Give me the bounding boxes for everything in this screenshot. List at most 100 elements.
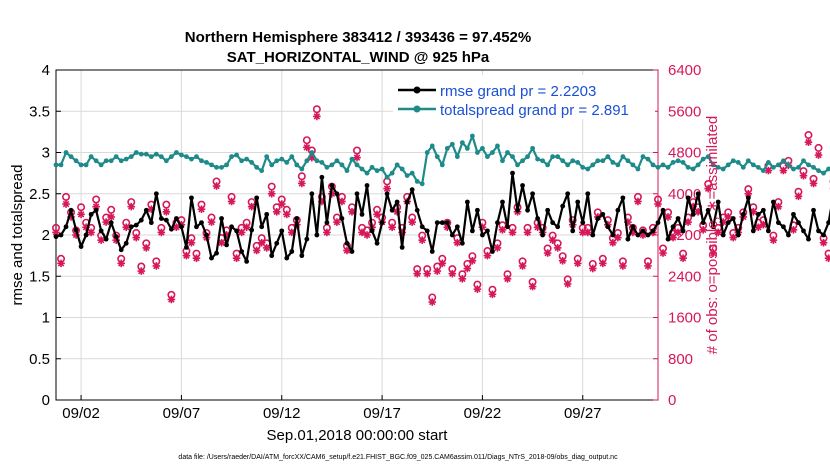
obs-assimilated-point <box>132 233 141 242</box>
obs-assimilated-stroke <box>474 285 481 293</box>
obs-assimilated-point <box>192 254 201 263</box>
rmse-point <box>68 207 74 213</box>
rmse-point <box>394 199 400 205</box>
obs-assimilated-stroke <box>770 236 777 244</box>
rmse-point <box>575 199 581 205</box>
rmse-point <box>550 220 556 226</box>
rmse-point <box>515 207 520 213</box>
totalspread-point <box>550 154 556 160</box>
obs-assimilated-point <box>363 231 371 239</box>
totalspread-point <box>730 158 736 164</box>
obs-assimilated-point <box>187 238 196 247</box>
rmse-point <box>454 224 460 230</box>
totalspread-point <box>133 150 139 155</box>
totalspread-point <box>214 164 219 170</box>
obs-assimilated-point <box>343 246 351 255</box>
totalspread-point <box>545 162 551 168</box>
rmse-point <box>565 191 571 197</box>
totalspread-point <box>665 164 671 170</box>
obs-assimilated-stroke <box>263 244 270 252</box>
totalspread-point <box>88 154 94 160</box>
obs-assimilated-point <box>794 192 803 201</box>
rmse-point <box>108 220 114 226</box>
rmse-point <box>700 220 706 226</box>
totalspread-point <box>680 160 686 165</box>
obs-assimilated-stroke <box>273 208 280 216</box>
obs-assimilated-point <box>814 151 823 159</box>
rmse-point <box>635 232 641 238</box>
rmse-point <box>655 220 661 226</box>
rmse-point <box>374 240 380 246</box>
y-axis-left-label: rmse and totalspread <box>9 165 26 306</box>
rmse-point <box>148 220 154 226</box>
obs-assimilated-stroke <box>428 298 436 306</box>
totalspread-point <box>745 158 751 164</box>
obs-assimilated-stroke <box>388 223 396 231</box>
totalspread-point <box>199 158 204 164</box>
totalspread-point <box>234 152 240 158</box>
rmse-point <box>475 207 480 213</box>
obs-assimilated-stroke <box>775 203 782 210</box>
obs-assimilated-point <box>493 244 502 252</box>
totalspread-point <box>148 154 154 160</box>
obs-assimilated-stroke <box>579 229 587 236</box>
totalspread-point <box>83 162 89 168</box>
obs-assimilated-stroke <box>117 260 125 267</box>
obs-assimilated-point <box>558 256 567 265</box>
rmse-point <box>665 236 671 242</box>
obs-assimilated-point <box>102 218 110 226</box>
obs-assimilated-point <box>303 143 311 152</box>
obs-assimilated-stroke <box>825 255 830 262</box>
obs-assimilated-stroke <box>423 270 431 277</box>
obs-assimilated-stroke <box>323 229 331 236</box>
rmse-point <box>274 240 280 246</box>
totalspread-point <box>520 158 525 164</box>
obs-assimilated-point <box>373 210 381 219</box>
obs-assimilated-stroke <box>373 211 381 218</box>
obs-assimilated-point <box>759 220 768 229</box>
rmse-point <box>690 211 696 217</box>
obs-assimilated-point <box>769 236 778 244</box>
totalspread-point <box>128 154 134 160</box>
obs-assimilated-stroke <box>544 249 551 257</box>
obs-assimilated-stroke <box>333 218 341 226</box>
obs-assimilated-point <box>277 200 286 208</box>
obs-assimilated-stroke <box>564 280 571 288</box>
obs-assimilated-point <box>172 223 181 232</box>
totalspread-point <box>475 150 480 155</box>
obs-assimilated-point <box>242 223 251 232</box>
legend-rmse-marker <box>413 86 421 94</box>
rmse-point <box>349 249 355 254</box>
obs-assimilated-point <box>644 262 652 270</box>
totalspread-point <box>650 162 656 168</box>
obs-assimilated-point <box>704 184 712 193</box>
obs-assimilated-point <box>237 228 246 237</box>
obs-assimilated-point <box>207 218 216 226</box>
obs-assimilated-stroke <box>92 203 100 210</box>
totalspread-point <box>394 162 400 168</box>
rmse-point <box>615 207 621 213</box>
obs-assimilated-point <box>634 197 642 206</box>
rmse-point <box>249 227 255 233</box>
obs-assimilated-point <box>428 298 437 306</box>
rmse-point <box>710 224 716 230</box>
rmse-point <box>73 227 79 233</box>
obs-assimilated-point <box>563 280 572 288</box>
y-left-tick-label: 0.5 <box>29 351 50 368</box>
obs-assimilated-point <box>127 202 136 211</box>
totalspread-point <box>525 154 530 160</box>
obs-assimilated-point <box>77 210 85 219</box>
obs-assimilated-stroke <box>183 252 190 259</box>
rmse-point <box>735 232 741 238</box>
obs-assimilated-stroke <box>288 229 296 236</box>
rmse-point <box>78 244 84 249</box>
rmse-point <box>530 191 535 197</box>
rmse-point <box>329 183 335 188</box>
obs-assimilated-stroke <box>102 218 110 226</box>
obs-assimilated-stroke <box>674 229 682 236</box>
rmse-point <box>324 220 330 226</box>
axes: 00.511.522.533.5408001600240032004000480… <box>29 62 701 422</box>
obs-assimilated-stroke <box>153 262 160 270</box>
totalspread-point <box>409 170 415 176</box>
